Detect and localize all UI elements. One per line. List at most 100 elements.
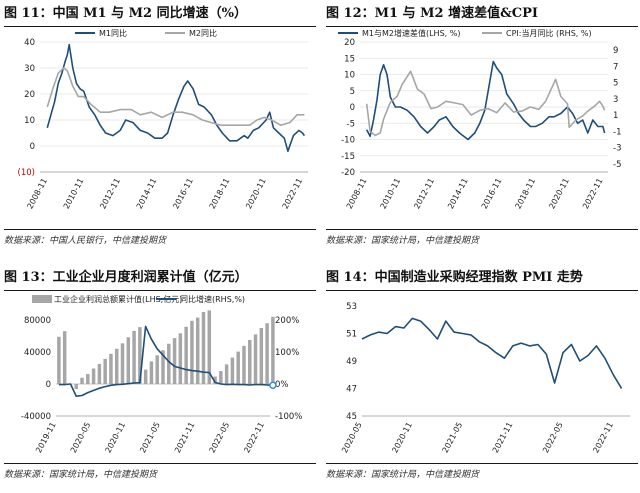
title-rule (326, 26, 638, 27)
y-tick-label: 10 (24, 116, 35, 126)
y-tick-label: 45 (346, 412, 357, 422)
x-tick-label: 2020-11 (104, 421, 128, 455)
y-tick-label: -10 (341, 136, 355, 146)
bar (190, 320, 194, 384)
source-note: 数据来源：中国人民银行，中信建投期货 (4, 236, 167, 246)
series-line (58, 325, 273, 397)
x-tick-label: 2022-11 (591, 421, 615, 455)
bar (167, 343, 171, 384)
x-tick-label: 2016-11 (171, 177, 195, 211)
y-tick-label: 53 (346, 302, 357, 312)
bar (120, 343, 125, 384)
x-tick-label: 2019-11 (34, 421, 58, 455)
bar (207, 310, 212, 384)
y2-tick-label: -1 (613, 127, 621, 137)
y2-tick-label: 200% (275, 316, 299, 326)
x-tick-label: 2020-11 (244, 177, 268, 211)
bar (86, 374, 90, 384)
y-tick-label: 47 (346, 385, 357, 395)
x-tick-label: 2012-11 (412, 177, 436, 211)
source-note: 数据来源：国家统计局，中信建投期货 (326, 470, 480, 480)
x-tick-label: 2016-11 (480, 177, 504, 211)
bar (103, 358, 107, 384)
bar (248, 340, 252, 384)
y-tick-label: 20 (344, 38, 355, 48)
x-tick-label: 2018-11 (208, 177, 232, 211)
y-tick-label: 49 (346, 357, 357, 367)
y-tick-label: 0 (30, 142, 35, 152)
bar (80, 377, 84, 384)
x-tick-label: 2020-05 (69, 421, 93, 455)
x-tick-label: 2022-05 (541, 421, 565, 455)
bar (114, 348, 119, 384)
y2-tick-label: -100% (275, 412, 302, 422)
x-tick-label: 2021-11 (173, 421, 197, 455)
y-tick-label: -40000 (21, 412, 51, 422)
x-tick-label: 2020-05 (340, 421, 364, 455)
panel-title: 图 11：中国 M1 与 M2 同比增速（%） (4, 6, 247, 21)
bar (126, 337, 131, 384)
bar (271, 316, 275, 384)
bottom-rule (4, 463, 316, 464)
y2-tick-label: 9 (613, 46, 618, 56)
y-tick-label: -15 (341, 152, 355, 162)
title-rule (326, 290, 638, 291)
y2-tick-label: 7 (613, 62, 618, 72)
x-tick-label: 2020-11 (390, 421, 414, 455)
bar (155, 355, 159, 384)
y-tick-label: 80000 (24, 316, 51, 326)
series-line (361, 317, 623, 389)
bar (253, 334, 258, 384)
bar (259, 328, 264, 384)
series-line (46, 67, 305, 126)
legend-label: 同比增速(RHS,%) (180, 294, 245, 304)
legend-label: M1同比 (99, 28, 127, 38)
x-tick-label: 2022-11 (581, 177, 605, 211)
title-rule (4, 26, 316, 27)
chart-industrial-profit: 80000 40000 0 -40000 200% 100% 0% -100% 2019-11 2… (21, 294, 302, 455)
y-tick-label: 15 (344, 54, 355, 64)
bar (62, 331, 67, 384)
x-tick-label: 2008-11 (345, 177, 369, 211)
y-tick-label: 40000 (24, 348, 51, 358)
x-tick-label: 2022-11 (281, 177, 305, 211)
bar (184, 326, 188, 384)
bar (91, 368, 96, 384)
y-tick-label: 20 (24, 90, 35, 100)
chart-spread-cpi: 20 15 10 5 0 -5 -10 -15 -20 9 7 5 3 1 -1 -3 -5 2008-11 201… (338, 28, 621, 211)
panel-title: 图 12：M1 与 M2 增速差值&CPI (326, 6, 539, 21)
series-line (365, 70, 606, 137)
y-tick-label: 51 (346, 330, 357, 340)
y2-tick-label: 3 (613, 95, 618, 105)
y-tick-label: 0 (46, 380, 51, 390)
y-tick-label: 0 (350, 103, 355, 113)
x-tick-label: 2012-11 (98, 177, 122, 211)
bar (230, 357, 235, 384)
series-line (365, 60, 606, 141)
y2-tick-label: 5 (613, 79, 618, 89)
y2-tick-label: -3 (613, 144, 621, 154)
legend-swatch (32, 295, 52, 303)
bottom-rule (4, 229, 316, 230)
y-tick-label: 30 (24, 64, 35, 74)
bar (178, 333, 183, 384)
y2-tick-label: 100% (275, 348, 299, 358)
x-tick-label: 2014-11 (135, 177, 159, 211)
x-tick-label: 2014-11 (446, 177, 470, 211)
x-tick-label: 2018-11 (514, 177, 538, 211)
y2-tick-label: 0% (275, 380, 289, 390)
y-tick-label: 10 (344, 71, 355, 81)
bar (172, 338, 177, 384)
panel-title: 图 14：中国制造业采购经理指数 PMI 走势 (326, 270, 583, 285)
x-tick-label: 2021-11 (491, 421, 515, 455)
series-line (46, 43, 306, 152)
y-tick-label: -5 (347, 119, 355, 129)
bar (97, 363, 102, 384)
y-tick-label: (10) (18, 168, 35, 178)
legend-label: CPI:当月同比 (RHS, %) (506, 28, 592, 38)
bar (224, 364, 229, 384)
bar (132, 330, 136, 384)
x-tick-label: 2022-11 (242, 421, 266, 455)
bottom-rule (326, 229, 638, 230)
